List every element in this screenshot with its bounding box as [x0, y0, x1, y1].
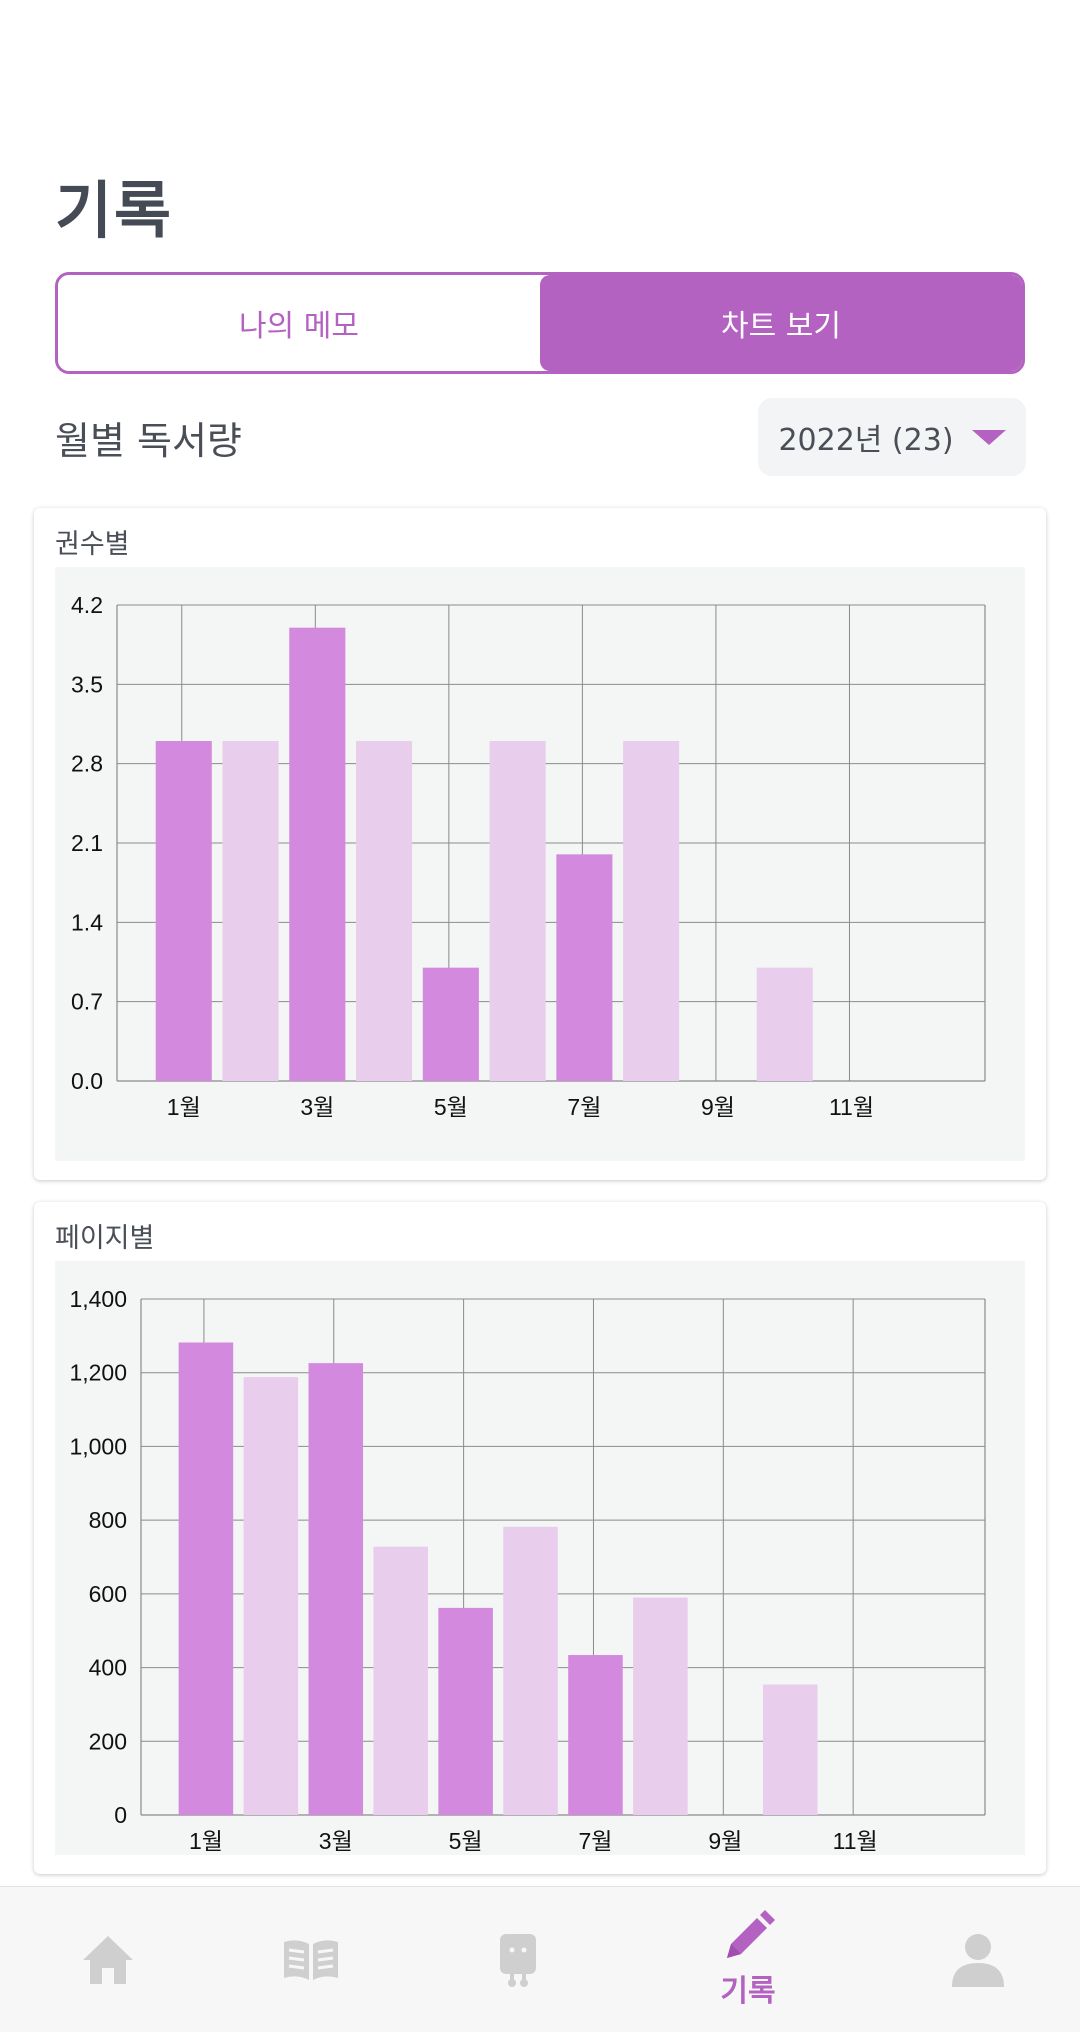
x-tick-label: 5월 — [449, 1828, 483, 1854]
nav-home[interactable] — [0, 1887, 216, 2032]
x-tick-label: 9월 — [701, 1094, 735, 1120]
chart-title: 권수별 — [55, 529, 130, 560]
bar-6월 — [503, 1526, 558, 1815]
bar-5월 — [438, 1607, 493, 1815]
y-tick-label: 0.7 — [71, 989, 103, 1015]
chart-card-books: 권수별 0.0 0.7 1.4 2.1 2.8 3.5 4.2 1월 3월 5월 7월 9월 11월 — [34, 508, 1046, 1180]
bottom-nav: 기록 — [0, 1886, 1080, 2032]
page-title: 기록 — [55, 174, 174, 247]
character-icon — [500, 1933, 536, 1987]
y-tick-label: 1,000 — [69, 1433, 127, 1459]
pencil-icon — [727, 1909, 775, 1958]
y-tick-label: 1.4 — [71, 909, 103, 935]
bar-3월 — [308, 1363, 364, 1815]
y-tick-label: 600 — [89, 1581, 127, 1607]
y-tick-label: 0 — [114, 1802, 127, 1828]
y-tick-label: 400 — [89, 1655, 127, 1681]
x-tick-label: 7월 — [578, 1828, 612, 1854]
user-icon — [952, 1933, 1004, 1987]
nav-character[interactable] — [410, 1887, 626, 2032]
x-tick-label: 3월 — [319, 1828, 353, 1854]
y-tick-label: 0.0 — [71, 1068, 103, 1094]
chart-title: 페이지별 — [55, 1223, 155, 1254]
books-bar-chart: 0.0 0.7 1.4 2.1 2.8 3.5 4.2 1월 3월 5월 7월 9월 11월 — [71, 592, 986, 1120]
year-select[interactable]: 2022년 (23) — [758, 398, 1026, 476]
bar-1월 — [178, 1342, 234, 1815]
y-tick-label: 2.8 — [71, 751, 103, 777]
bar-8월 — [633, 1597, 688, 1815]
x-tick-label: 9월 — [708, 1828, 742, 1854]
chart-area: 0 200 400 600 800 1,000 1,200 1,400 1월 3월 5월 7월 9월 11… — [55, 1261, 1025, 1855]
bar-10월 — [762, 1684, 818, 1815]
open-book-icon — [284, 1939, 338, 1980]
y-tick-label: 800 — [89, 1507, 127, 1533]
y-tick-label: 1,200 — [69, 1360, 127, 1386]
bar-4월 — [373, 1546, 428, 1815]
x-tick-label: 3월 — [300, 1094, 334, 1120]
x-tick-label: 1월 — [189, 1828, 223, 1854]
y-tick-label: 4.2 — [71, 592, 103, 618]
view-toggle: 나의 메모 차트 보기 — [55, 272, 1025, 374]
bar-10월 — [756, 967, 813, 1081]
bar-4월 — [356, 741, 413, 1081]
bar-7월 — [568, 1655, 623, 1815]
x-tick-label: 7월 — [567, 1094, 601, 1120]
y-tick-label: 200 — [89, 1728, 127, 1754]
nav-record[interactable]: 기록 — [640, 1887, 856, 2032]
bar-3월 — [289, 627, 346, 1081]
nav-library[interactable] — [203, 1887, 419, 2032]
x-tick-label: 11월 — [833, 1828, 878, 1854]
chart-area: 0.0 0.7 1.4 2.1 2.8 3.5 4.2 1월 3월 5월 7월 9월 11월 — [55, 567, 1025, 1161]
nav-record-label: 기록 — [720, 1973, 776, 2009]
y-tick-label: 1,400 — [69, 1286, 127, 1312]
year-select-value: 2022년 (23) — [778, 423, 954, 458]
y-tick-label: 2.1 — [71, 830, 103, 856]
caret-down-icon — [971, 429, 1006, 445]
bar-7월 — [556, 854, 613, 1081]
x-tick-label: 11월 — [829, 1094, 874, 1120]
bar-6월 — [489, 741, 546, 1081]
pages-bar-chart: 0 200 400 600 800 1,000 1,200 1,400 1월 3월 5월 7월 9월 11… — [69, 1286, 986, 1854]
x-tick-label: 5월 — [434, 1094, 468, 1120]
bar-2월 — [243, 1377, 299, 1815]
nav-profile[interactable] — [870, 1887, 1080, 2032]
bar-8월 — [623, 741, 680, 1081]
tab-my-memo[interactable]: 나의 메모 — [58, 275, 540, 371]
bar-5월 — [422, 967, 479, 1081]
bar-2월 — [222, 741, 279, 1081]
bar-1월 — [155, 741, 212, 1081]
y-tick-label: 3.5 — [71, 671, 103, 697]
chart-card-pages: 페이지별 0 200 400 600 800 1,000 1,200 1,400 1월 3월 5월 7… — [34, 1202, 1046, 1874]
home-icon — [83, 1935, 133, 1984]
x-tick-label: 1월 — [167, 1094, 201, 1120]
tab-chart-view[interactable]: 차트 보기 — [540, 275, 1022, 371]
section-title: 월별 독서량 — [55, 419, 242, 463]
